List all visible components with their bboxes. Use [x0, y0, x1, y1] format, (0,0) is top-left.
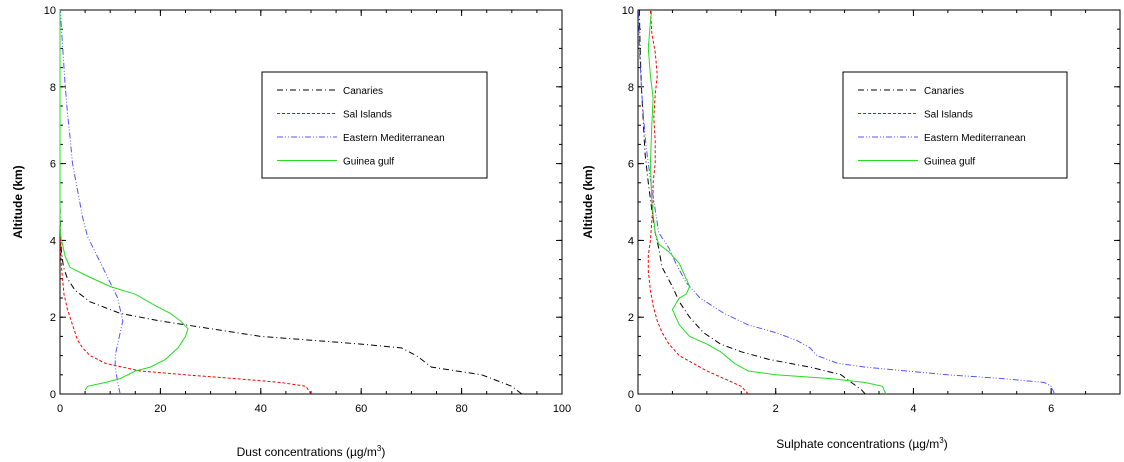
- dust-x-axis-title: Dust concentrations (µg/m3): [237, 444, 386, 459]
- sulphate-legend: Canaries Sal Islands Eastern Mediterranean…: [842, 71, 1068, 179]
- dust-legend-label-guinea-gulf: Guinea gulf: [343, 157, 394, 168]
- dust-legend-label-canaries: Canaries: [343, 86, 383, 97]
- sulphate-series-sal-islands: [647, 9, 749, 395]
- dust-x-tick-label: 40: [255, 403, 267, 415]
- sulphate-series-eastern-mediterranean: [638, 9, 1056, 395]
- sulphate-series-guinea-gulf: [647, 9, 887, 395]
- sulphate-x-tick-label: 0: [635, 403, 641, 415]
- dust-x-tick-label: 100: [553, 403, 571, 415]
- dust-y-tick-label: 2: [50, 312, 56, 324]
- sulphate-legend-label-eastern-mediterranean: Eastern Mediterranean: [924, 133, 1026, 144]
- dust-x-tick-label: 0: [57, 403, 63, 415]
- sulphate-series-canaries: [638, 9, 866, 395]
- dust-legend-label-sal-islands: Sal Islands: [343, 110, 392, 121]
- dust-chart-panel: 0 20 40 60 80 100 0 2 4 6 8 10 Canaries Sal Islands E…: [11, 5, 571, 459]
- dust-axis-ticks: 0 20 40 60 80 100 0 2 4 6 8 10: [44, 5, 571, 415]
- sulphate-x-tick-label: 6: [1048, 403, 1054, 415]
- sulphate-axis-ticks: 0 2 4 6 0 2 4 6 8 10: [622, 5, 1121, 415]
- sulphate-y-tick-label: 6: [628, 159, 634, 171]
- sulphate-legend-label-sal-islands: Sal Islands: [924, 110, 973, 121]
- dust-series-eastern-mediterranean: [60, 9, 124, 395]
- dust-plot-frame: [59, 9, 563, 395]
- sulphate-x-tick-label: 4: [910, 403, 916, 415]
- dust-x-tick-label: 80: [455, 403, 467, 415]
- sulphate-y-axis-title: Altitude (km): [581, 165, 595, 238]
- sulphate-y-tick-label: 2: [628, 312, 634, 324]
- sulphate-legend-items: Canaries Sal Islands Eastern Mediterranean…: [858, 86, 1026, 168]
- dust-y-tick-label: 10: [44, 5, 56, 17]
- dust-legend: Canaries Sal Islands Eastern Mediterranean…: [261, 71, 488, 179]
- sulphate-y-tick-label: 0: [628, 389, 634, 401]
- sulphate-y-tick-label: 4: [628, 235, 634, 247]
- dust-y-axis-title: Altitude (km): [11, 165, 25, 238]
- sulphate-series-lines: [638, 9, 1056, 395]
- sulphate-chart-panel: 0 2 4 6 0 2 4 6 8 10 Canaries Sal Islands Eastern M…: [581, 5, 1121, 451]
- dust-y-tick-label: 4: [50, 235, 56, 247]
- dust-x-tick-label: 20: [154, 403, 166, 415]
- dust-y-tick-label: 6: [50, 159, 56, 171]
- dust-legend-items: Canaries Sal Islands Eastern Mediterranean…: [277, 86, 445, 168]
- dust-series-canaries: [59, 10, 523, 395]
- sulphate-legend-label-guinea-gulf: Guinea gulf: [924, 157, 975, 168]
- sulphate-legend-label-canaries: Canaries: [924, 86, 964, 97]
- dust-y-tick-label: 0: [50, 389, 56, 401]
- sulphate-x-tick-label: 2: [773, 403, 779, 415]
- sulphate-y-tick-label: 10: [622, 5, 634, 17]
- sulphate-x-axis-title: Sulphate concentrations (µg/m3): [776, 436, 947, 451]
- dust-legend-label-eastern-mediterranean: Eastern Mediterranean: [343, 133, 445, 144]
- dust-series-lines: [59, 9, 523, 395]
- dust-series-guinea-gulf: [59, 10, 189, 391]
- dust-x-tick-label: 60: [355, 403, 367, 415]
- sulphate-y-tick-label: 8: [628, 82, 634, 94]
- sulphate-plot-frame: [637, 9, 1121, 395]
- dust-y-tick-label: 8: [50, 82, 56, 94]
